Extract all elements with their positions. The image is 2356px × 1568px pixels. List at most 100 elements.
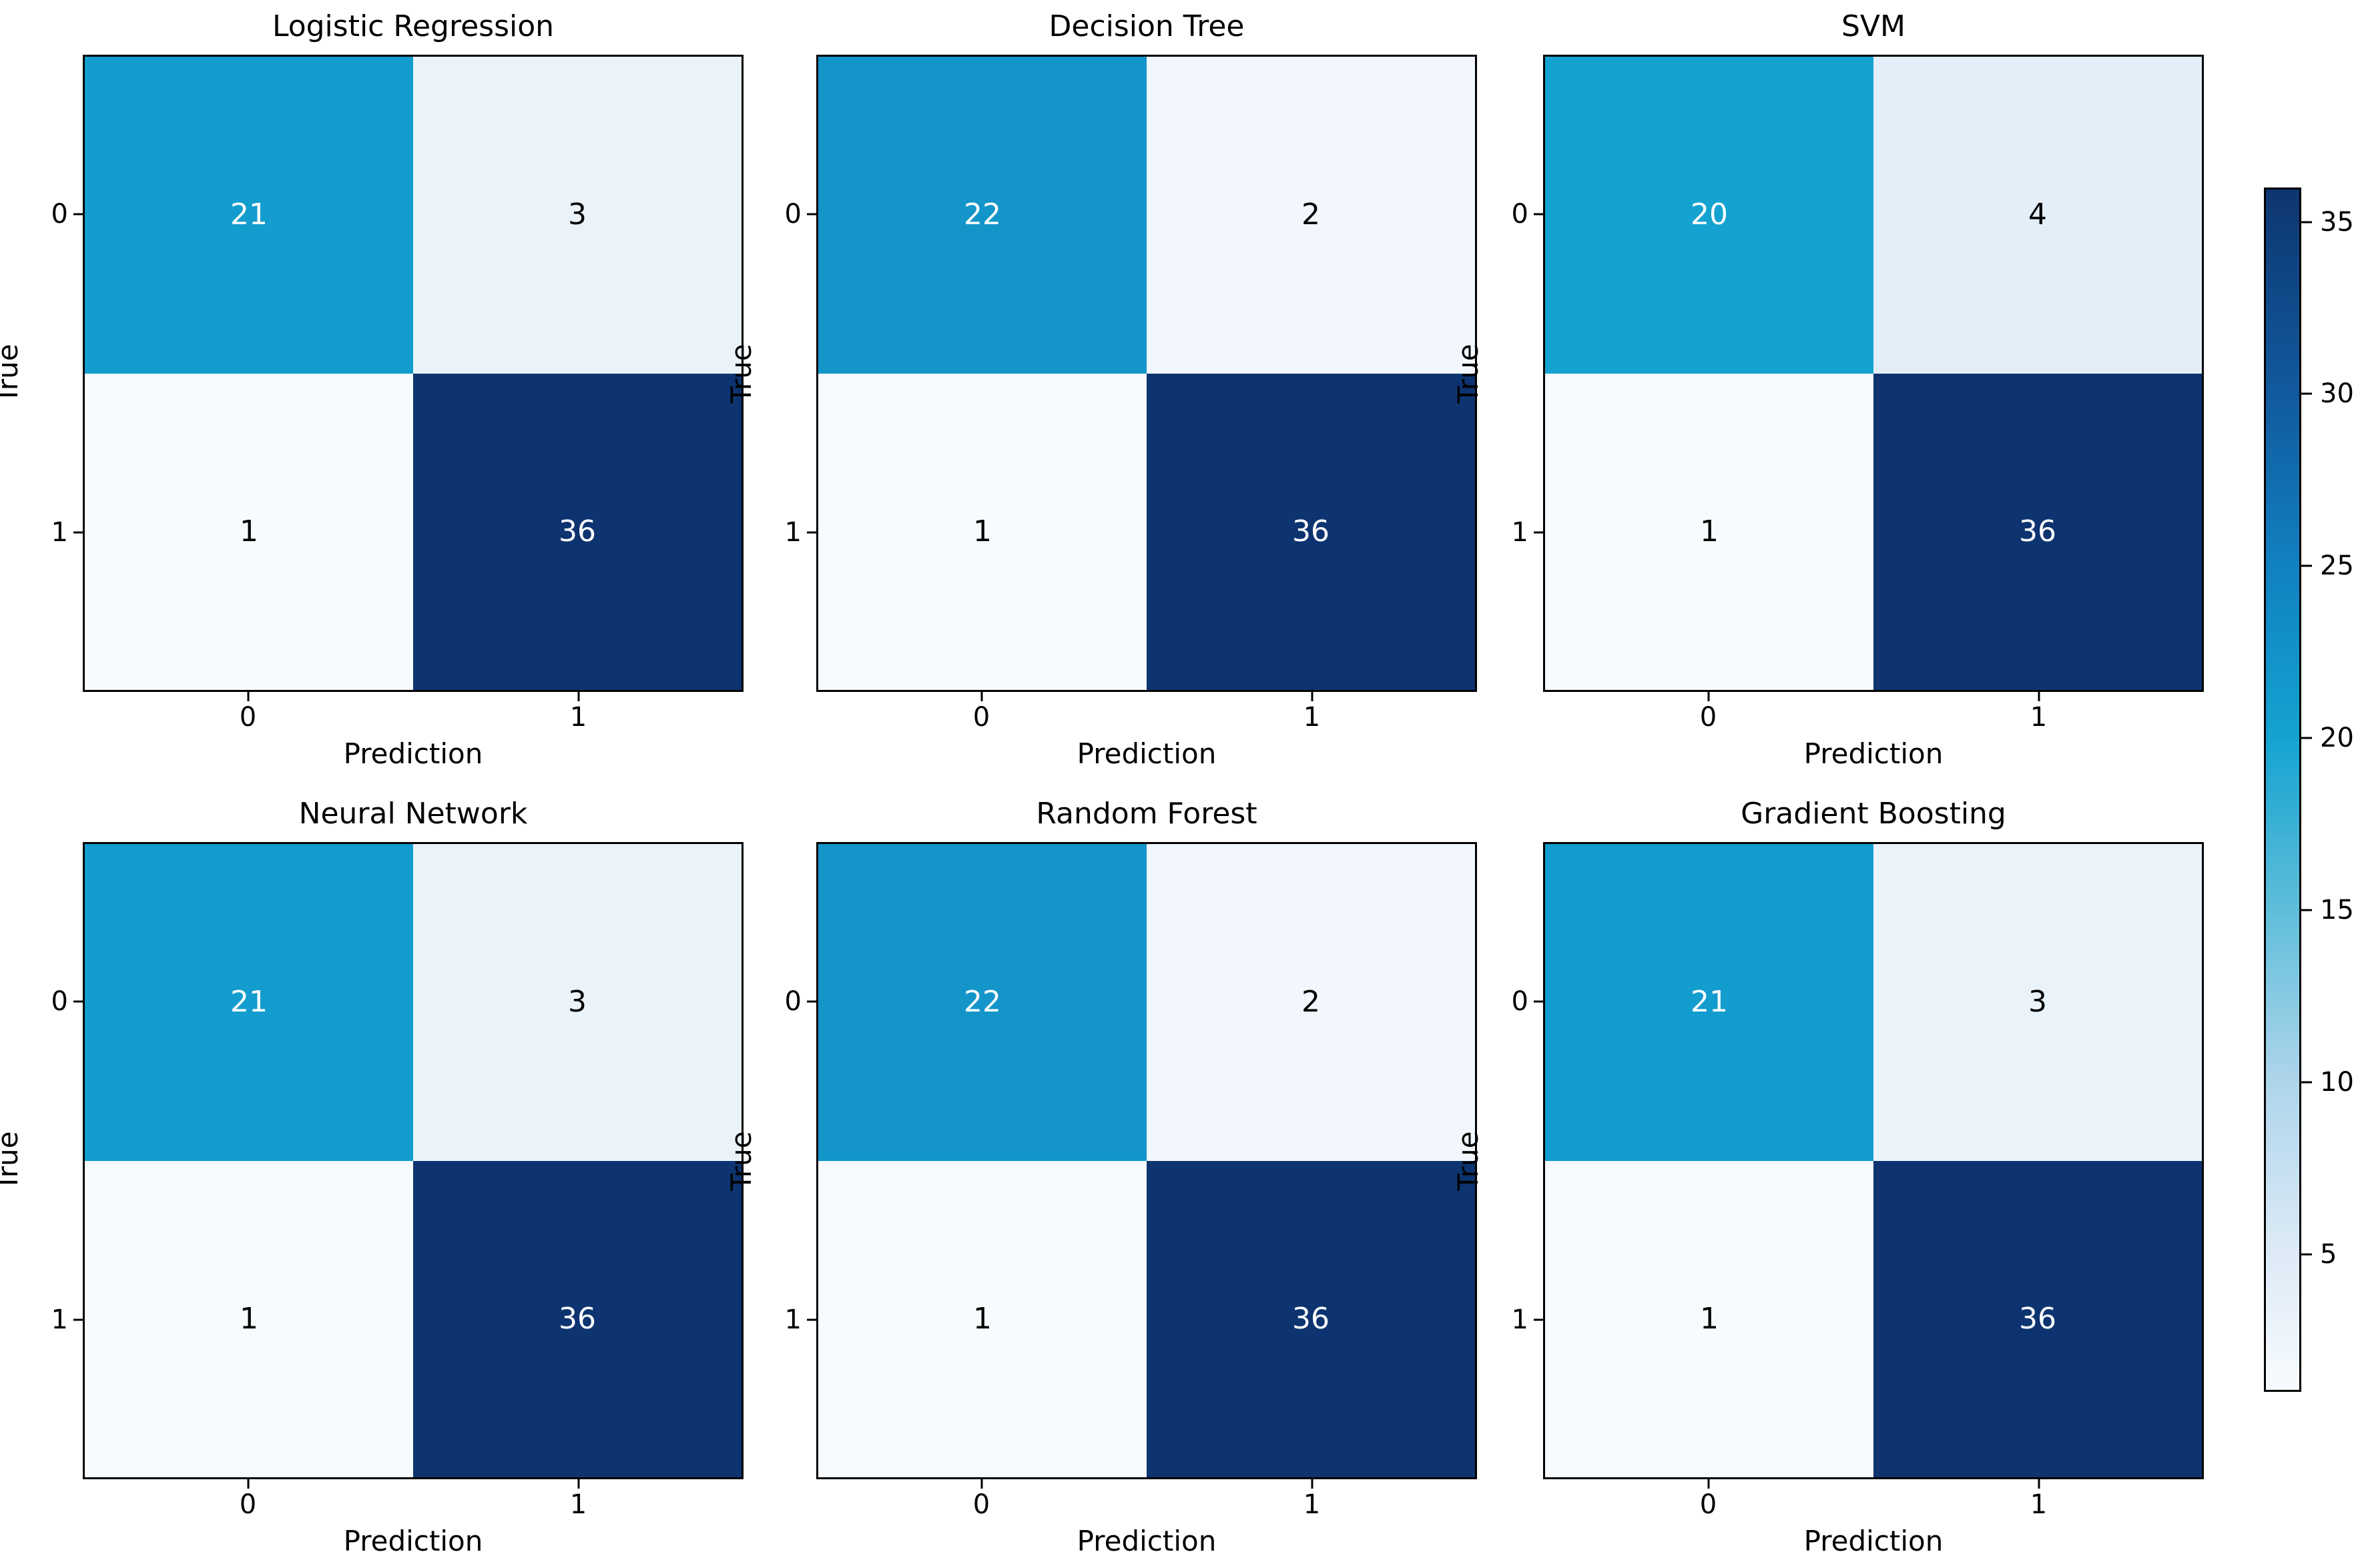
x-tick-label: 0 (239, 702, 257, 733)
y-tick-mark (807, 531, 816, 534)
heatmap-cell: 1 (1545, 373, 1873, 690)
x-axis-label: Prediction (1803, 737, 1944, 770)
x-tick-mark (980, 1479, 982, 1489)
y-tick-label: 1 (784, 517, 802, 548)
x-tick-label: 1 (569, 1489, 587, 1520)
heatmap-axes: 20 4 1 36 (1543, 55, 2204, 692)
colorbar-tick-mark (2301, 392, 2312, 395)
colorbar-tick-mark (2301, 221, 2312, 224)
colorbar-tick-mark (2301, 909, 2312, 911)
colorbar-tick-mark (2301, 564, 2312, 567)
confusion-matrix-panel: Gradient Boosting 21 3 1 36 Prediction True… (1452, 797, 2204, 1555)
heatmap-cell: 22 (818, 844, 1147, 1161)
panel-title: SVM (1841, 9, 1905, 43)
x-tick-mark (2038, 1479, 2040, 1489)
x-axis-label: Prediction (1077, 1525, 1217, 1557)
heatmap-cell: 3 (413, 844, 742, 1161)
heatmap-cell: 36 (1873, 1160, 2202, 1477)
x-tick-mark (247, 1479, 249, 1489)
colorbar-tick-mark (2301, 1081, 2312, 1084)
x-tick-mark (1311, 692, 1313, 701)
colorbar-tick-label: 35 (2320, 206, 2354, 238)
heatmap-cell: 36 (413, 1160, 742, 1477)
heatmap-cell: 36 (1147, 373, 1475, 690)
x-tick-mark (247, 692, 249, 701)
heatmap-axes: 22 2 1 36 (816, 842, 1477, 1479)
heatmap-cell: 22 (818, 57, 1147, 374)
y-tick-mark (1534, 531, 1543, 534)
heatmap-cell: 21 (85, 57, 413, 374)
x-axis-label: Prediction (1077, 737, 1217, 770)
colorbar-tick-mark (2301, 737, 2312, 739)
y-axis-label: True (1452, 343, 1484, 404)
y-tick-label: 1 (51, 517, 68, 548)
y-tick-label: 0 (784, 986, 802, 1017)
heatmap-cell: 20 (1545, 57, 1873, 374)
panel-title: Random Forest (1036, 796, 1257, 831)
heatmap-cell: 1 (85, 373, 413, 690)
y-tick-mark (73, 1318, 83, 1321)
heatmap-axes: 21 3 1 36 (1543, 842, 2204, 1479)
x-tick-label: 1 (2030, 1489, 2048, 1520)
x-tick-label: 0 (239, 1489, 257, 1520)
x-tick-label: 0 (972, 1489, 990, 1520)
y-tick-mark (73, 531, 83, 534)
y-axis-label: True (725, 1130, 758, 1191)
x-tick-label: 1 (2030, 702, 2048, 733)
y-tick-label: 0 (1511, 198, 1528, 230)
y-tick-label: 1 (1511, 517, 1528, 548)
x-tick-mark (1311, 1479, 1313, 1489)
y-tick-label: 0 (784, 198, 802, 230)
panel-title: Decision Tree (1049, 9, 1245, 43)
x-axis-label: Prediction (1803, 1525, 1944, 1557)
colorbar (2264, 187, 2301, 1392)
heatmap-cell: 1 (85, 1160, 413, 1477)
panel-title: Logistic Regression (272, 9, 555, 43)
heatmap-cell: 36 (1873, 373, 2202, 690)
y-tick-mark (1534, 1318, 1543, 1321)
y-tick-mark (807, 1000, 816, 1003)
heatmap-cell: 1 (818, 1160, 1147, 1477)
heatmap-axes: 21 3 1 36 (83, 842, 744, 1479)
y-tick-label: 1 (1511, 1304, 1528, 1336)
colorbar-tick-label: 30 (2320, 378, 2354, 410)
x-tick-label: 0 (1699, 702, 1717, 733)
y-axis-label: True (725, 343, 758, 404)
x-tick-mark (577, 692, 579, 701)
panel-title: Neural Network (298, 796, 528, 831)
x-axis-label: Prediction (343, 1525, 483, 1557)
x-tick-label: 1 (569, 702, 587, 733)
heatmap-cell: 1 (818, 373, 1147, 690)
x-tick-mark (1707, 1479, 1709, 1489)
x-tick-mark (577, 1479, 579, 1489)
x-axis-label: Prediction (343, 737, 483, 770)
y-tick-mark (1534, 213, 1543, 216)
panel-title: Gradient Boosting (1741, 796, 2006, 831)
y-tick-label: 0 (51, 986, 68, 1017)
x-tick-mark (2038, 692, 2040, 701)
heatmap-cell: 2 (1147, 844, 1475, 1161)
confusion-matrix-panel: Logistic Regression 21 3 1 36 Prediction Tr… (0, 10, 744, 768)
heatmap-cell: 36 (413, 373, 742, 690)
heatmap-cell: 21 (1545, 844, 1873, 1161)
colorbar-tick-label: 10 (2320, 1066, 2354, 1098)
heatmap-cell: 3 (1873, 844, 2202, 1161)
colorbar-tick-label: 25 (2320, 550, 2354, 582)
heatmap-cell: 36 (1147, 1160, 1475, 1477)
x-tick-label: 0 (972, 702, 990, 733)
heatmap-cell: 3 (413, 57, 742, 374)
heatmap-axes: 21 3 1 36 (83, 55, 744, 692)
heatmap-cell: 2 (1147, 57, 1475, 374)
y-tick-mark (1534, 1000, 1543, 1003)
x-tick-label: 1 (1303, 702, 1321, 733)
colorbar-tick-label: 20 (2320, 723, 2354, 754)
colorbar-tick-label: 15 (2320, 895, 2354, 925)
y-tick-label: 1 (51, 1304, 68, 1336)
x-tick-label: 0 (1699, 1489, 1717, 1520)
heatmap-cell: 4 (1873, 57, 2202, 374)
x-tick-label: 1 (1303, 1489, 1321, 1520)
y-tick-mark (73, 213, 83, 216)
